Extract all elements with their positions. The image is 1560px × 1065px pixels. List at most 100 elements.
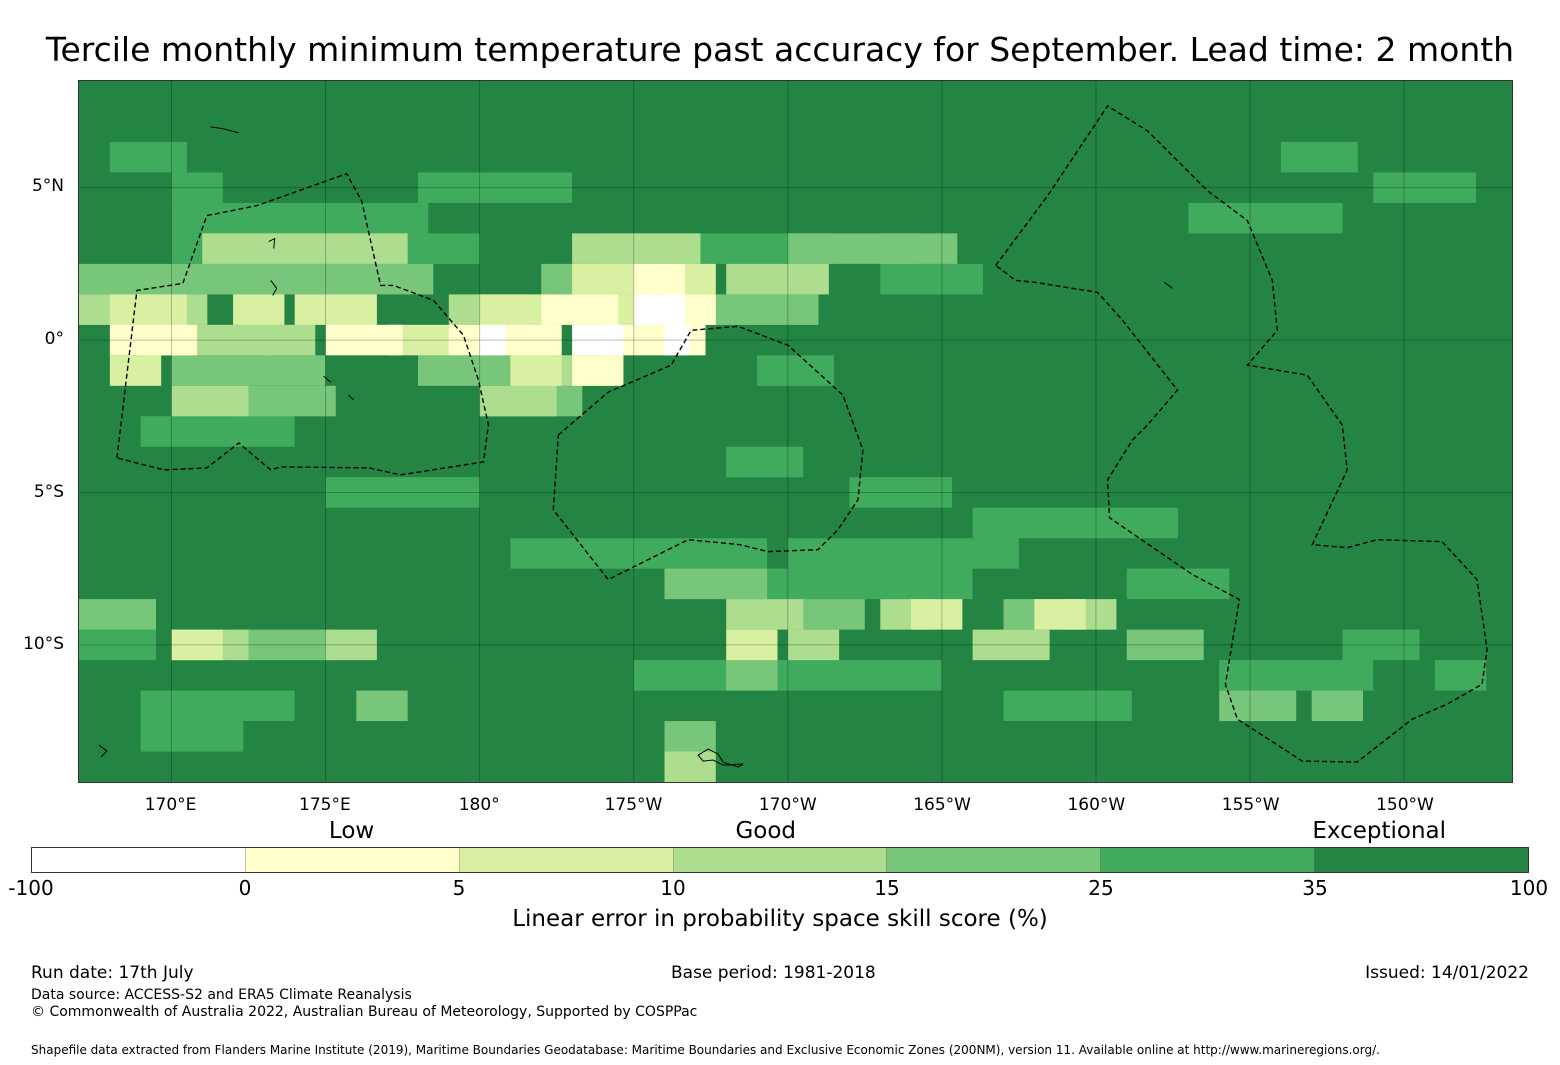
skill-cell	[325, 294, 377, 325]
skill-cell	[787, 538, 1019, 569]
latitude-label: 10°S	[23, 634, 64, 655]
skill-cell	[911, 599, 963, 630]
atoll	[1164, 282, 1173, 289]
skill-cell	[140, 721, 244, 752]
skill-cell	[664, 751, 716, 782]
skill-cell	[79, 629, 156, 661]
skill-cell	[756, 355, 834, 386]
skill-cell	[849, 477, 953, 508]
skill-cell	[726, 263, 829, 295]
skill-cell	[109, 355, 162, 386]
skill-cell	[726, 446, 804, 478]
longitude-label: 170°W	[758, 795, 817, 815]
colorbar-tick-label: 10	[660, 876, 686, 900]
skill-cell	[79, 263, 208, 295]
skill-cell	[1188, 202, 1343, 234]
latitude-label: 5°N	[31, 175, 64, 196]
skill-cell	[972, 507, 1179, 539]
skill-cell	[572, 324, 624, 356]
shapefile-credit: Shapefile data extracted from Flanders M…	[31, 1043, 1380, 1057]
skill-cell	[263, 324, 316, 356]
skill-cell	[633, 294, 686, 325]
skill-cell	[572, 233, 701, 264]
run-date: Run date: 17th July	[31, 963, 194, 983]
skill-cell	[233, 629, 336, 661]
skill-cell	[664, 568, 768, 600]
skill-cell	[202, 263, 434, 295]
skill-cell	[726, 660, 778, 691]
colorbar-segment	[673, 848, 888, 872]
longitude-label: 180°	[458, 795, 500, 815]
skill-cell	[726, 599, 804, 630]
longitude-label: 150°W	[1376, 795, 1434, 815]
skill-cell	[325, 629, 377, 661]
skill-cell	[233, 385, 336, 417]
data-source: Data source: ACCESS-S2 and ERA5 Climate …	[31, 987, 412, 1003]
map-title: Tercile monthly minimum temperature past…	[45, 30, 1515, 69]
skill-cell	[233, 294, 285, 325]
skill-score-map	[78, 80, 1513, 783]
colorbar-segment	[1101, 848, 1316, 872]
longitude-label: 170°E	[144, 795, 197, 815]
skill-cell	[109, 294, 187, 325]
skill-cell	[418, 172, 573, 203]
atoll	[270, 280, 278, 296]
skill-cell	[479, 385, 557, 417]
skill-cell	[140, 416, 295, 447]
skill-cell	[356, 690, 408, 722]
skill-cell	[726, 629, 778, 661]
skill-cell	[1034, 599, 1086, 630]
skill-cell	[325, 477, 480, 508]
eez-boundary-east	[995, 104, 1488, 763]
skill-cell	[510, 538, 768, 569]
skill-cell	[325, 324, 403, 356]
skill-cell	[572, 355, 624, 386]
skill-cell	[787, 629, 840, 661]
skill-cell	[1126, 568, 1230, 600]
skill-cell	[171, 385, 249, 417]
longitude-label: 155°W	[1221, 795, 1280, 815]
skill-cell	[664, 721, 716, 752]
skill-cell	[171, 324, 198, 356]
atoll	[210, 126, 239, 134]
colorbar-tick-label: 35	[1302, 876, 1328, 900]
eez-boundary-central	[552, 325, 864, 581]
skill-cell	[972, 629, 1050, 661]
issued-date: Issued: 14/01/2022	[1365, 963, 1529, 983]
colorbar	[31, 847, 1529, 873]
colorbar-label: Linear error in probability space skill …	[512, 906, 1048, 932]
copyright: © Commonwealth of Australia 2022, Austra…	[31, 1004, 698, 1020]
skill-cell	[1434, 660, 1487, 691]
skill-cell	[79, 599, 156, 630]
samoa-island	[697, 748, 744, 768]
graticule	[79, 81, 1512, 782]
atoll	[348, 394, 354, 401]
skill-cell	[1003, 690, 1132, 722]
skill-cell	[541, 294, 619, 325]
eez-boundary-west	[116, 172, 490, 476]
islands	[98, 126, 1173, 768]
eez-boundaries	[116, 104, 1488, 763]
atoll	[323, 375, 331, 383]
colorbar-segment	[459, 848, 674, 872]
skill-cell	[633, 263, 686, 295]
skill-cell	[510, 324, 562, 356]
colorbar-tick-label: 25	[1088, 876, 1114, 900]
skill-cell	[140, 690, 295, 722]
skill-cell	[171, 172, 223, 203]
skill-cell	[1311, 690, 1364, 722]
skill-cell	[1126, 629, 1204, 661]
longitude-label: 160°W	[1067, 795, 1126, 815]
skill-cell	[880, 233, 958, 264]
colorbar-segment	[32, 848, 246, 872]
colorbar-segment	[887, 848, 1102, 872]
skill-cell	[171, 202, 429, 234]
skill-cell	[109, 141, 187, 173]
latitude-label: 5°S	[33, 481, 64, 502]
skill-cell	[479, 324, 506, 356]
skill-cell	[171, 629, 223, 661]
colorbar-tick-label: -100	[8, 876, 54, 900]
latitude-label: 0°	[44, 328, 64, 349]
colorbar-tick-label: 100	[1509, 876, 1549, 900]
base-period: Base period: 1981-2018	[671, 963, 876, 983]
